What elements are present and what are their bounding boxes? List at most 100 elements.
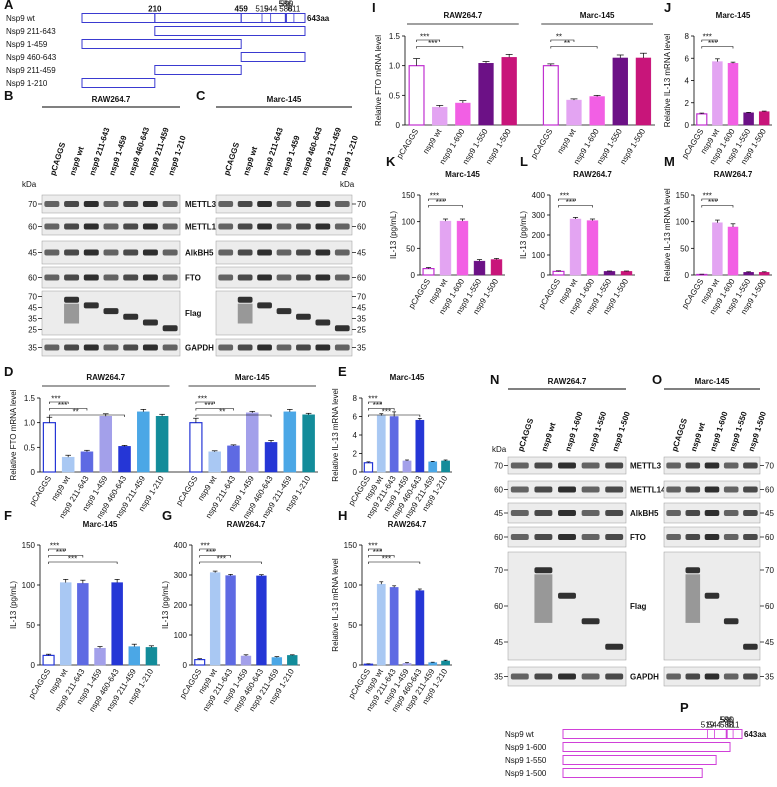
band <box>743 673 758 680</box>
lane-label: nsp9 1-459 <box>107 134 129 177</box>
construct-name: Nsp9 wt <box>505 730 535 739</box>
significance-bracket <box>550 46 598 49</box>
y-tick-label: 50 <box>680 244 689 253</box>
bar <box>408 65 425 126</box>
significance-label: *** <box>703 192 712 201</box>
marker-label: 60 <box>765 602 774 611</box>
blot-strip <box>507 551 627 661</box>
band <box>315 344 331 351</box>
site-label: 519 <box>255 5 269 14</box>
band <box>534 510 553 516</box>
bar <box>441 460 450 473</box>
bar <box>99 416 113 473</box>
band <box>558 462 576 469</box>
bar <box>61 456 75 473</box>
marker-label: 60 <box>28 274 37 283</box>
band <box>123 249 139 256</box>
bar <box>569 218 582 276</box>
band <box>296 249 311 256</box>
x-tick-label: nsp9 wt <box>555 127 578 156</box>
band <box>257 344 272 351</box>
group-title: Marc-145 <box>390 373 425 382</box>
band <box>685 486 701 493</box>
band <box>162 249 178 256</box>
band <box>704 592 720 599</box>
band <box>296 313 311 320</box>
band <box>334 249 350 256</box>
band <box>704 462 720 469</box>
bar <box>227 445 240 473</box>
bar <box>635 57 652 126</box>
bar <box>225 575 236 666</box>
band <box>723 486 739 493</box>
bar <box>287 655 298 666</box>
panel-letter: L <box>520 154 528 169</box>
band <box>237 344 253 351</box>
significance-bracket <box>701 39 718 42</box>
marker-label: 60 <box>494 533 503 542</box>
bar <box>589 96 605 126</box>
panel-letter: G <box>162 508 172 523</box>
y-axis-label: IL-13 (pg/mL) <box>389 211 398 259</box>
band <box>605 510 624 516</box>
y-tick-label: 100 <box>676 218 690 227</box>
y-tick-label: 300 <box>532 211 546 220</box>
band <box>605 462 624 469</box>
band <box>315 274 331 281</box>
site-label: 210 <box>148 5 162 14</box>
band <box>44 274 60 281</box>
marker-label: 25 <box>357 326 366 335</box>
significance-bracket <box>195 414 272 417</box>
y-axis-label: IL-13 (pg/mL) <box>9 581 18 629</box>
band <box>334 223 350 230</box>
marker-label: 70 <box>765 462 774 471</box>
y-axis-label: Relative IL-13 mRNA level <box>663 188 672 282</box>
row-label: Flag <box>630 602 647 611</box>
significance-bracket <box>195 401 215 404</box>
bar <box>155 416 169 473</box>
site-label: 588 <box>720 721 734 730</box>
bar <box>566 99 582 126</box>
y-tick-label: 4 <box>353 431 358 440</box>
band <box>276 274 292 281</box>
construct-name: Nsp9 1-600 <box>505 743 547 752</box>
marker-label: 35 <box>28 344 37 353</box>
band <box>534 486 553 493</box>
y-tick-label: 6 <box>353 413 358 422</box>
lane-label: nsp9 1-600 <box>708 410 730 453</box>
band <box>103 274 119 281</box>
x-tick-label: nsp9 wt <box>421 127 444 156</box>
x-tick-label: pCAGGS <box>680 277 705 310</box>
band <box>723 673 739 680</box>
bar <box>42 422 57 473</box>
band <box>103 249 119 256</box>
y-axis-label: IL-13 (pg/mL) <box>161 581 170 629</box>
significance-label: *** <box>51 395 60 404</box>
group-title: Marc-145 <box>83 520 118 529</box>
panel-letter: C <box>196 88 206 103</box>
band <box>64 223 80 230</box>
bar <box>727 63 739 126</box>
lane-label: nsp9 1-210 <box>166 134 188 177</box>
panel-letter: H <box>338 508 347 523</box>
significance-label: *** <box>420 33 429 42</box>
band <box>558 486 576 493</box>
marker-label: 45 <box>494 638 503 647</box>
band <box>723 462 739 469</box>
band <box>64 201 80 207</box>
band <box>723 534 739 540</box>
band <box>666 486 681 493</box>
lane-label: nsp9 wt <box>689 421 707 452</box>
unit-label: kDa <box>340 180 355 189</box>
significance-bracket <box>416 39 441 42</box>
significance-bracket <box>368 548 382 551</box>
site-label: 586 <box>719 716 733 725</box>
band <box>237 274 253 281</box>
construct-box <box>81 78 156 88</box>
panel-letter: N <box>490 372 499 387</box>
band <box>334 274 350 281</box>
band <box>666 534 681 540</box>
significance-label: *** <box>368 395 377 404</box>
panel-letter: F <box>4 508 12 523</box>
marker-label: 35 <box>357 344 366 353</box>
